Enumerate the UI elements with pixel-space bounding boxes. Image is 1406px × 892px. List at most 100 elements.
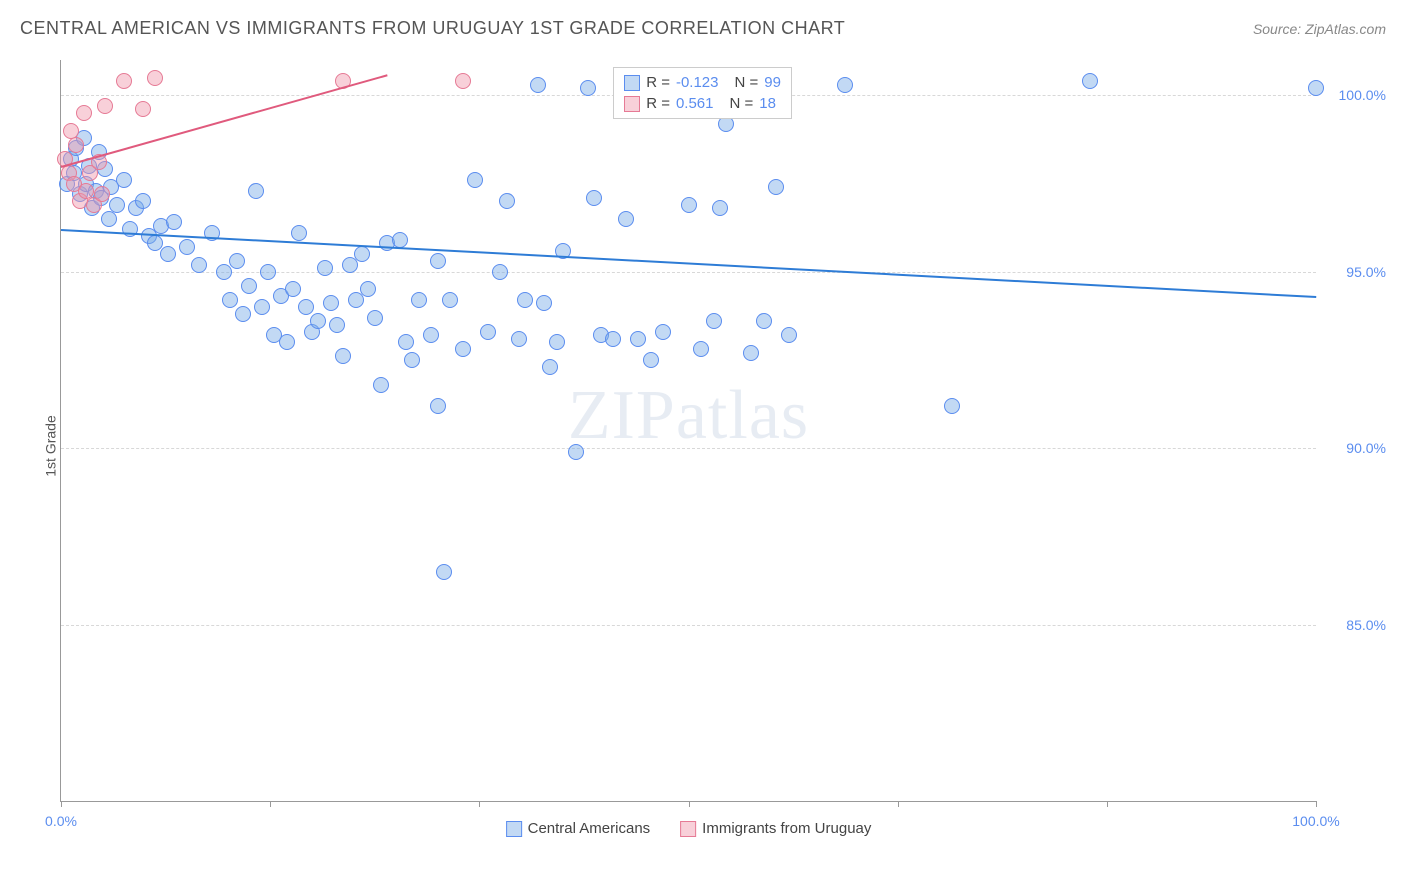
stats-box: R =-0.123N =99R =0.561N =18	[613, 67, 792, 119]
x-tick-mark	[898, 801, 899, 807]
data-point	[291, 225, 307, 241]
data-point	[442, 292, 458, 308]
legend-label: Central Americans	[528, 820, 651, 837]
chart-source: Source: ZipAtlas.com	[1253, 21, 1386, 37]
data-point	[568, 444, 584, 460]
data-point	[298, 299, 314, 315]
data-point	[944, 398, 960, 414]
data-point	[837, 77, 853, 93]
data-point	[97, 98, 113, 114]
data-point	[101, 211, 117, 227]
x-tick-mark	[1107, 801, 1108, 807]
data-point	[335, 348, 351, 364]
data-point	[109, 197, 125, 213]
data-point	[135, 101, 151, 117]
data-point	[499, 193, 515, 209]
data-point	[323, 295, 339, 311]
data-point	[693, 341, 709, 357]
data-point	[147, 70, 163, 86]
data-point	[430, 253, 446, 269]
watermark: ZIPatlas	[568, 376, 809, 456]
chart-container: 1st Grade ZIPatlas 85.0%90.0%95.0%100.0%…	[50, 50, 1396, 842]
stat-n-label: N =	[730, 95, 754, 112]
y-tick-label: 95.0%	[1346, 264, 1386, 280]
gridline-horizontal	[61, 272, 1316, 273]
data-point	[248, 183, 264, 199]
legend-swatch	[506, 821, 522, 837]
chart-header: CENTRAL AMERICAN VS IMMIGRANTS FROM URUG…	[0, 0, 1406, 47]
data-point	[317, 260, 333, 276]
data-point	[229, 253, 245, 269]
data-point	[630, 331, 646, 347]
data-point	[166, 214, 182, 230]
data-point	[423, 327, 439, 343]
legend-label: Immigrants from Uruguay	[702, 820, 871, 837]
trend-line	[61, 74, 388, 168]
y-axis-label: 1st Grade	[43, 415, 59, 476]
stats-row: R = 0.561 N = 18	[624, 93, 781, 114]
data-point	[430, 398, 446, 414]
data-point	[712, 200, 728, 216]
data-point	[455, 73, 471, 89]
stat-r-value: -0.123	[676, 74, 719, 91]
data-point	[392, 232, 408, 248]
data-point	[643, 352, 659, 368]
data-point	[1308, 80, 1324, 96]
data-point	[530, 77, 546, 93]
data-point	[76, 105, 92, 121]
data-point	[1082, 73, 1098, 89]
data-point	[279, 334, 295, 350]
data-point	[605, 331, 621, 347]
stat-r-value: 0.561	[676, 95, 714, 112]
data-point	[285, 281, 301, 297]
y-tick-label: 85.0%	[1346, 617, 1386, 633]
data-point	[480, 324, 496, 340]
data-point	[68, 137, 84, 153]
data-point	[618, 211, 634, 227]
data-point	[542, 359, 558, 375]
data-point	[411, 292, 427, 308]
y-tick-label: 100.0%	[1339, 87, 1386, 103]
stat-n-value: 18	[759, 95, 776, 112]
data-point	[179, 239, 195, 255]
data-point	[467, 172, 483, 188]
data-point	[580, 80, 596, 96]
stat-r-label: R =	[646, 95, 670, 112]
plot-area: ZIPatlas 85.0%90.0%95.0%100.0%0.0%100.0%…	[60, 60, 1316, 802]
data-point	[492, 264, 508, 280]
data-point	[260, 264, 276, 280]
data-point	[329, 317, 345, 333]
data-point	[756, 313, 772, 329]
x-tick-mark	[61, 801, 62, 807]
data-point	[517, 292, 533, 308]
x-tick-mark	[1316, 801, 1317, 807]
x-tick-label: 0.0%	[45, 813, 77, 829]
data-point	[94, 186, 110, 202]
data-point	[398, 334, 414, 350]
data-point	[743, 345, 759, 361]
gridline-horizontal	[61, 448, 1316, 449]
stat-r-label: R =	[646, 74, 670, 91]
legend-item: Immigrants from Uruguay	[680, 820, 871, 837]
y-tick-label: 90.0%	[1346, 440, 1386, 456]
data-point	[681, 197, 697, 213]
data-point	[235, 306, 251, 322]
stat-n-label: N =	[735, 74, 759, 91]
data-point	[160, 246, 176, 262]
legend-item: Central Americans	[506, 820, 651, 837]
data-point	[354, 246, 370, 262]
data-point	[586, 190, 602, 206]
chart-title: CENTRAL AMERICAN VS IMMIGRANTS FROM URUG…	[20, 18, 845, 39]
data-point	[455, 341, 471, 357]
data-point	[191, 257, 207, 273]
data-point	[511, 331, 527, 347]
gridline-horizontal	[61, 625, 1316, 626]
data-point	[254, 299, 270, 315]
data-point	[116, 73, 132, 89]
x-tick-mark	[270, 801, 271, 807]
data-point	[536, 295, 552, 311]
data-point	[310, 313, 326, 329]
stats-row: R =-0.123N =99	[624, 72, 781, 93]
data-point	[241, 278, 257, 294]
data-point	[222, 292, 238, 308]
